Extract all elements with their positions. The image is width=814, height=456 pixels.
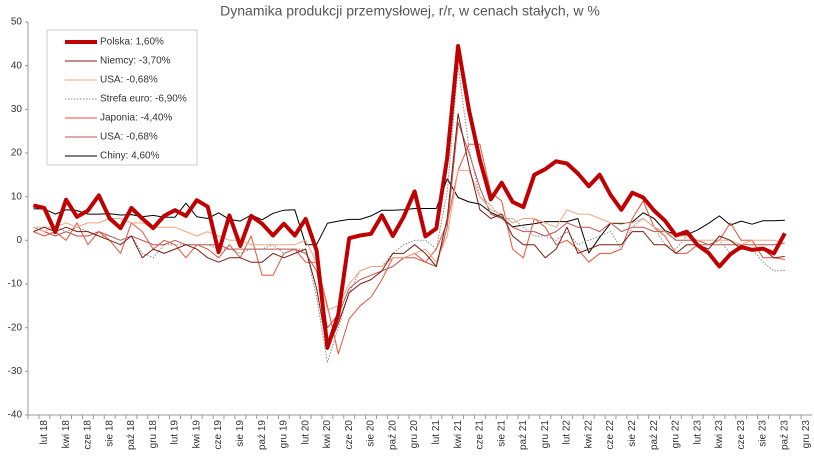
series-line [32,44,787,350]
x-tick-label: gru 22 [671,420,682,449]
x-tick-label: paź 22 [649,420,660,450]
x-tick-label: lut 18 [39,420,50,445]
x-tick-label: cze 22 [605,420,616,450]
legend-box [46,29,198,166]
x-tick-label: cze 23 [736,420,747,450]
legend-label: Strefa euro: -6,90% [100,94,187,105]
x-tick-label: kwi 18 [61,420,72,449]
y-tick-label: 30 [11,104,23,115]
x-tick-label: paź 21 [518,420,529,450]
x-tick-label: kwi 21 [453,420,464,449]
series-line [33,170,785,311]
series-line [33,65,785,364]
x-tick-label: sie 19 [235,420,246,447]
x-tick-label: gru 21 [540,420,551,449]
y-tick-label: -40 [8,410,23,421]
x-tick-label: gru 20 [409,420,420,449]
x-tick-label: kwi 23 [714,420,725,449]
x-tick-label: kwi 22 [583,420,594,449]
y-tick-label: 40 [11,60,23,71]
legend-label: Japonia: -4,40% [100,113,172,124]
y-tick-label: -30 [8,366,23,377]
y-tick-label: 10 [11,191,23,202]
x-tick-label: sie 23 [758,420,769,447]
x-tick-label: paź 18 [126,420,137,450]
chart-title: Dynamika produkcji przemysłowej, r/r, w … [220,3,600,19]
y-tick-label: 50 [11,17,23,28]
legend-label: Polska: 1,60% [100,37,164,48]
x-tick-label: sie 22 [627,420,638,447]
x-tick-label: sie 18 [104,420,115,447]
y-tick-label: -20 [8,322,23,333]
series-line [33,113,785,350]
legend-label: Chiny: 4,60% [100,151,160,162]
x-tick-label: sie 21 [496,420,507,447]
x-tick-label: gru 23 [801,420,812,449]
x-tick-label: cze 18 [83,420,94,450]
y-tick-label: 20 [11,148,23,159]
x-tick-label: paź 20 [387,420,398,450]
x-tick-label: lut 23 [692,420,703,445]
x-tick-label: cze 19 [213,420,224,450]
y-tick-label: 0 [16,235,22,246]
x-tick-label: kwi 19 [191,420,202,449]
y-tick-label: -10 [8,279,23,290]
x-tick-label: kwi 20 [322,420,333,449]
x-tick-label: gru 19 [279,420,290,449]
x-tick-label: paź 23 [779,420,790,450]
x-tick-label: paź 19 [257,420,268,450]
x-tick-label: lut 21 [431,420,442,445]
legend-label: Niemcy: -3,70% [100,56,171,67]
x-tick-label: lut 20 [300,420,311,445]
x-tick-label: gru 18 [148,420,159,449]
legend-label: USA: -0,68% [100,75,158,86]
x-tick-label: cze 21 [475,420,486,450]
x-tick-label: sie 20 [366,420,377,447]
x-tick-label: lut 19 [170,420,181,445]
x-tick-label: cze 20 [344,420,355,450]
x-tick-label: lut 22 [562,420,573,445]
legend-label: USA: -0,68% [100,132,158,143]
